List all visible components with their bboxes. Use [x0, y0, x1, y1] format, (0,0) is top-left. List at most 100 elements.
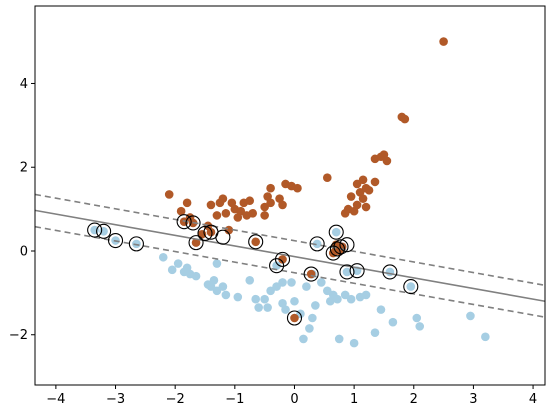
support-vector-ring [382, 264, 398, 280]
class-1-point [400, 114, 410, 124]
class-0-point [481, 332, 490, 342]
class-0-point [302, 282, 311, 291]
support-vector-ring [248, 234, 264, 250]
class-1-point [164, 190, 174, 199]
class-0-point [173, 259, 183, 268]
x-tick-label: −2 [166, 392, 185, 407]
class-1-point [182, 198, 192, 208]
support-vector-ring [96, 223, 112, 239]
class-1-point [260, 202, 269, 212]
class-1-point [278, 255, 287, 264]
support-vector-ring [328, 224, 344, 240]
class-0-point [333, 294, 342, 304]
class-1-point [370, 177, 380, 187]
class-1-point [290, 313, 299, 323]
support-vector-ring [269, 258, 285, 274]
class-0-point [334, 334, 344, 344]
support-vector-rings-layer [87, 214, 419, 326]
class-1-point [236, 206, 246, 216]
margin-lower-line [34, 225, 546, 318]
class-0-point [209, 276, 219, 285]
class-1-point [346, 192, 356, 201]
class-1-point [266, 183, 275, 193]
class-0-point [212, 286, 222, 296]
class-1-point [260, 211, 269, 220]
class-1-point [439, 37, 448, 46]
support-vector-ring [349, 263, 365, 279]
support-vector-ring [87, 222, 103, 238]
support-vector-ring [274, 251, 291, 267]
class-0-point [272, 261, 281, 270]
class-0-point [346, 294, 356, 304]
support-vector-ring [185, 215, 201, 231]
axis-ticks-layer: −4 −3 −2 −1 0 1 2 3 4 −2 0 2 4 [9, 77, 537, 407]
class-0-point [342, 267, 352, 277]
decision-lines-layer [34, 193, 546, 318]
class-0-point [263, 303, 272, 312]
support-vector-ring [107, 232, 124, 249]
class-0-point [466, 311, 475, 321]
class-1-point [248, 208, 258, 218]
class-0-point [278, 278, 287, 287]
class-0-point [167, 265, 177, 275]
class-0-point [212, 259, 222, 268]
class-1-point [251, 237, 261, 247]
support-vector-ring [329, 241, 345, 257]
class-1-point [245, 196, 255, 206]
class-0-point [308, 313, 317, 323]
x-tick-label: 3 [469, 392, 477, 407]
class-0-point [245, 276, 255, 285]
class-1-point [206, 200, 216, 210]
class-1-point [358, 175, 368, 185]
class-1-point [364, 185, 374, 195]
support-vector-ring [197, 225, 213, 241]
class-0-point [415, 322, 425, 331]
support-vector-ring [215, 229, 231, 245]
support-vector-ring [339, 237, 355, 253]
class-1-point [306, 269, 316, 279]
support-vector-ring [128, 236, 144, 252]
class-0-point [406, 282, 416, 291]
class-1-point [352, 200, 362, 210]
y-tick-label: 2 [20, 161, 28, 176]
x-tick-label: 2 [410, 392, 418, 407]
class-1-point [191, 238, 201, 247]
class-1-point [212, 211, 222, 220]
support-vector-ring [333, 239, 349, 255]
class-1-point [352, 179, 362, 189]
class-1-point [266, 198, 275, 208]
class-1-point [176, 206, 186, 216]
x-tick-label: −3 [106, 392, 125, 407]
class-0-point [158, 252, 168, 262]
class-1-point [293, 183, 302, 193]
class-0-point [272, 282, 281, 291]
support-vector-ring [339, 264, 355, 280]
class-1-point [206, 227, 216, 237]
class-0-point [412, 313, 422, 323]
class-1-point [322, 173, 332, 183]
class-1-point [358, 194, 368, 203]
x-tick-label: 1 [350, 392, 358, 407]
x-tick-label: 0 [290, 392, 298, 407]
class-1-point [278, 200, 287, 210]
x-tick-label: −4 [46, 392, 65, 407]
class-0-point [191, 271, 201, 281]
plot-frame [34, 5, 546, 386]
class-0-point [233, 292, 243, 302]
class-0-point [281, 305, 290, 314]
class-0-point [322, 286, 332, 296]
y-tick-label: −2 [9, 328, 28, 343]
class-0-point [388, 317, 398, 327]
support-vector-ring [176, 214, 192, 230]
class-0-point [376, 305, 386, 314]
y-tick-label: 4 [20, 77, 28, 92]
support-vector-ring [309, 236, 325, 252]
class-0-point [254, 303, 263, 312]
class-0-point [221, 290, 231, 300]
support-vector-ring [188, 235, 204, 251]
class-0-point [349, 338, 359, 348]
class-0-point [290, 296, 299, 306]
scatter-points-layer [90, 37, 490, 348]
class-0-point [312, 239, 322, 249]
